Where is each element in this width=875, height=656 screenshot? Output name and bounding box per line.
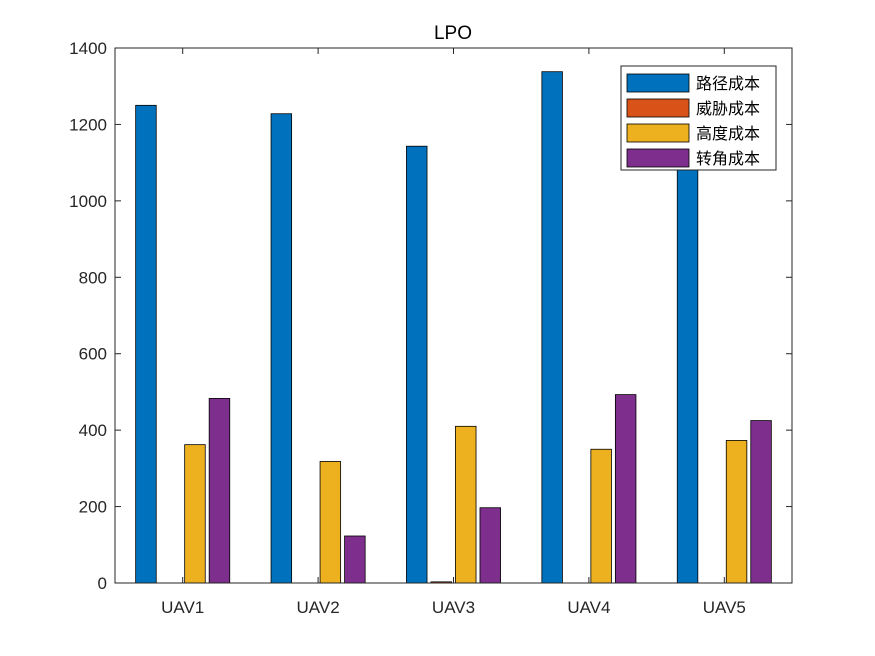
bar-uav4-series-3 (590, 448, 612, 584)
legend-label: 转角成本 (696, 149, 760, 168)
bar-uav1-series-4 (208, 398, 231, 584)
bars-layer (135, 71, 772, 584)
x-tick-label: UAV1 (161, 598, 204, 617)
y-tick-label: 1200 (69, 115, 107, 134)
bar-uav3-series-4 (479, 507, 501, 584)
y-tick-label: 1000 (69, 192, 107, 211)
legend-swatch (626, 98, 690, 118)
bar-uav2-series-1 (270, 113, 293, 584)
legend-swatch (626, 73, 690, 93)
bar-uav2-series-4 (344, 535, 366, 584)
bar-uav5-series-4 (750, 420, 772, 584)
bar-uav5-series-3 (725, 440, 748, 584)
x-tick-label: UAV4 (567, 598, 610, 617)
bar-uav3-series-3 (455, 425, 477, 584)
axes-layer: UAV1 UAV2 UAV3 UAV4 UAV5 0 200 400 600 800 1000 120… (69, 39, 792, 617)
y-tick-label: 600 (79, 345, 107, 364)
bar-uav2-series-3 (319, 461, 342, 584)
chart-title: LPO (434, 23, 472, 44)
y-tick-label: 0 (98, 574, 107, 593)
legend-swatch (626, 123, 690, 143)
x-tick-label: UAV5 (703, 598, 746, 617)
bar-uav5-series-1 (676, 143, 699, 584)
bar-uav1-series-3 (184, 444, 206, 584)
bar-uav1-series-1 (135, 104, 157, 584)
legend-label: 高度成本 (696, 124, 760, 143)
bar-uav3-series-1 (406, 145, 428, 584)
bar-uav4-series-1 (541, 71, 563, 584)
legend-label: 威胁成本 (696, 99, 760, 118)
bar-uav4-series-4 (614, 394, 637, 584)
y-tick-label: 400 (79, 421, 107, 440)
legend-label: 路径成本 (696, 74, 760, 93)
x-tick-label: UAV3 (432, 598, 475, 617)
y-tick-label: 1400 (69, 39, 107, 58)
legend-swatch (626, 148, 690, 168)
y-tick-label: 200 (79, 498, 107, 517)
y-tick-label: 800 (79, 268, 107, 287)
x-tick-label: UAV2 (297, 598, 340, 617)
